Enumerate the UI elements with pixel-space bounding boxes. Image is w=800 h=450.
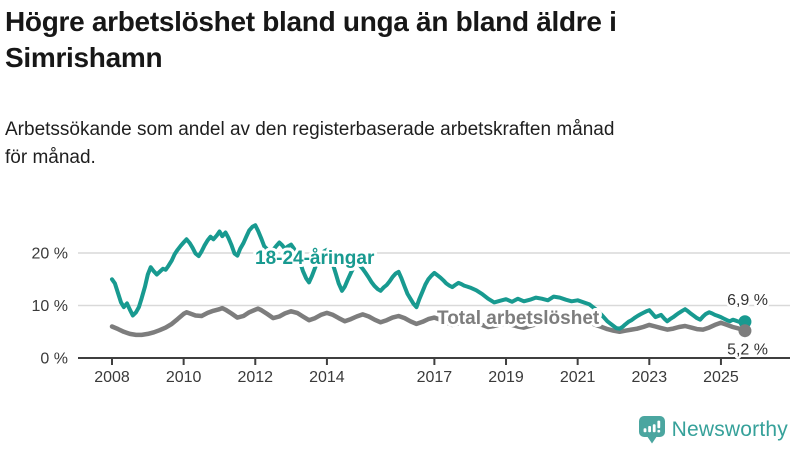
x-tick-label: 2008 (94, 369, 130, 386)
y-tick-label: 0 % (40, 351, 68, 368)
x-tick-label: 2019 (488, 369, 524, 386)
chart-subtitle: Arbetssökande som andel av den registerb… (5, 116, 797, 172)
series-end-value-total: 5,2 % (727, 342, 768, 359)
chart-title: Högre arbetslöshet bland unga än bland ä… (5, 4, 797, 76)
chart-subtitle-line1: Arbetssökande som andel av den registerb… (5, 119, 615, 140)
x-tick-label: 2014 (309, 369, 345, 386)
x-tick-label: 2021 (560, 369, 596, 386)
series-line-youth (110, 223, 747, 331)
newsworthy-logo-icon (638, 416, 665, 444)
series-end-dot-total (738, 324, 752, 338)
series-label-youth: 18-24-åringar (255, 248, 375, 269)
series-line-total (109, 305, 748, 338)
chart-title-line1: Högre arbetslöshet bland unga än bland ä… (5, 6, 617, 37)
series-end-value-youth: 6,9 % (727, 292, 768, 309)
series-label-total: Total arbetslöshet (437, 308, 600, 329)
x-tick-label: 2025 (703, 369, 739, 386)
chart-subtitle-line2: för månad. (5, 147, 96, 168)
series-end-dot-youth (738, 315, 752, 329)
x-tick-label: 2012 (237, 369, 273, 386)
x-tick-label: 2017 (417, 369, 453, 386)
x-tick-label: 2023 (632, 369, 668, 386)
newsworthy-logo-text: Newsworthy (671, 418, 788, 441)
y-tick-label: 10 % (32, 298, 68, 315)
x-tick-label: 2010 (166, 369, 202, 386)
newsworthy-logo: Newsworthy (638, 416, 788, 444)
y-tick-label: 20 % (32, 246, 68, 263)
chart-title-line2: Simrishamn (5, 42, 163, 73)
